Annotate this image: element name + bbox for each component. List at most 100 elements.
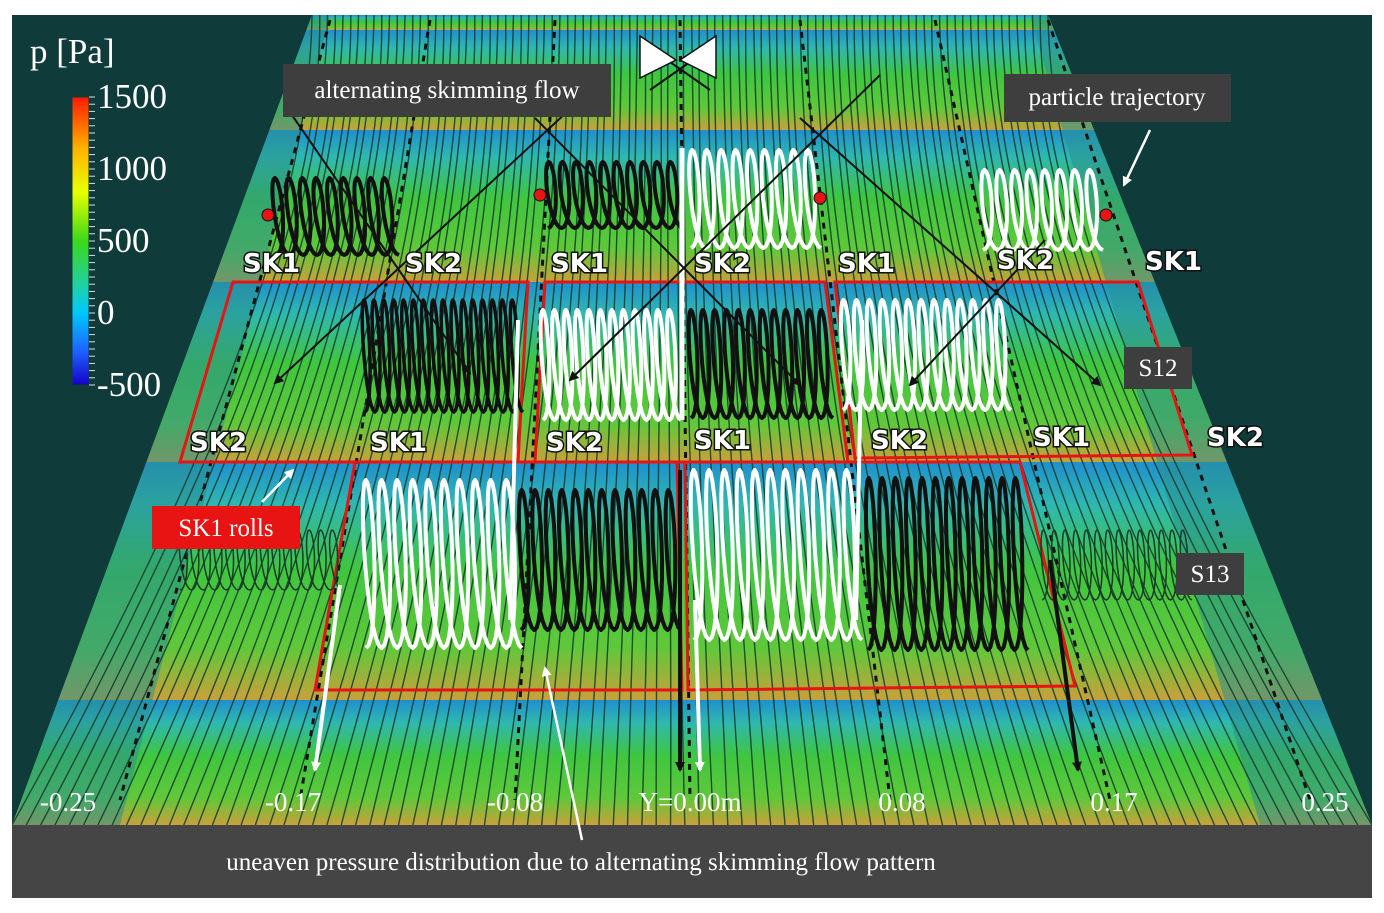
axis-tick-3: -0.08: [487, 787, 543, 817]
trajectory-coil: [360, 478, 524, 650]
streamline: [985, 15, 1259, 825]
streamline: [354, 15, 499, 825]
streamline: [776, 15, 872, 825]
streamline: [82, 15, 352, 825]
callout-rolls-pointer: [261, 468, 295, 503]
streamline: [598, 15, 631, 825]
trajectory-coil: [517, 488, 683, 632]
streamline: [269, 15, 453, 825]
trajectory-coil: [544, 160, 684, 230]
streamline: [498, 15, 577, 825]
callout-s12-box: [1124, 347, 1192, 389]
streamline: [440, 15, 546, 825]
streamline: [962, 15, 1216, 825]
streamline: [845, 15, 1001, 825]
streamline: [993, 15, 1273, 825]
colorbar-gradient: [71, 96, 90, 386]
streamline: [297, 15, 468, 825]
streamline: [426, 15, 538, 825]
colorbar-tick-0: 0: [97, 293, 115, 332]
streamline: [483, 15, 569, 825]
streamline: [311, 15, 476, 825]
streamline: [412, 15, 530, 825]
sk-label-r2-7: SK2: [1207, 423, 1264, 453]
caption-bar: [12, 825, 1372, 898]
axis-tick-1: -0.25: [40, 787, 96, 817]
streamline: [254, 15, 445, 825]
sk-label-r1-3: SK1: [551, 249, 608, 279]
trajectory-coil: [270, 176, 400, 257]
axis-tick-7: 0.25: [1301, 787, 1348, 817]
colorbar-tick-1000: 1000: [97, 149, 167, 188]
black-arrow-right: [1048, 559, 1082, 772]
streamline: [555, 15, 608, 825]
sk-label-r1-5: SK1: [838, 249, 895, 279]
streamline: [369, 15, 507, 825]
streamline: [861, 15, 1030, 825]
streamline: [721, 15, 772, 825]
white-arrow-center: [693, 599, 705, 772]
callout-rolls-box: [152, 506, 300, 549]
streamline: [938, 15, 1173, 825]
guide-line-2: [273, 71, 611, 385]
guide-line-5: [799, 117, 1102, 387]
streamline: [969, 15, 1230, 825]
guide-line-3: [534, 117, 802, 387]
streamline: [383, 15, 515, 825]
guide-line-4: [568, 74, 881, 382]
colorbar-title: p [Pa]: [30, 32, 115, 71]
callout-particle-pointer: [1122, 129, 1152, 187]
sk-label-r1-7: SK1: [1145, 247, 1202, 277]
streamline: [340, 15, 491, 825]
bowtie-symbol: [639, 34, 717, 80]
axis-tick-2: -0.17: [265, 787, 321, 817]
streamline: [876, 15, 1058, 825]
colorbar-tick-1500: 1500: [97, 77, 167, 116]
streamline: [197, 15, 414, 825]
alternating-flow-arrows: [273, 47, 1102, 387]
streamline: [946, 15, 1187, 825]
trajectory-coil: [1040, 529, 1193, 601]
streamline: [729, 15, 786, 825]
streamline: [68, 15, 344, 825]
streamline: [211, 15, 422, 825]
lateral-axis: -0.25 -0.17 -0.08 Y=0.00m 0.08 0.17 0.25: [40, 787, 1349, 817]
colorbar-tick-500: 500: [97, 221, 150, 260]
axis-tick-6: 0.17: [1090, 787, 1137, 817]
left-wall: [12, 15, 330, 825]
step-labels-row1: SK1 SK2 SK1 SK2 SK1 SK2 SK1: [242, 245, 1204, 281]
streamline: [760, 15, 844, 825]
dotted-line: [513, 19, 557, 801]
trajectory-coil: [979, 168, 1104, 252]
white-line-right: [854, 319, 864, 621]
callout-alternating: alternating skimming flow: [283, 64, 611, 117]
trajectory-coil: [864, 476, 1030, 652]
start-point-1: [261, 208, 275, 222]
callout-alternating-text: alternating skimming flow: [314, 77, 579, 104]
streamline: [655, 15, 662, 825]
streamline: [168, 15, 398, 825]
axis-tick-4: Y=0.00m: [639, 787, 742, 817]
sk-label-r1-2: SK2: [405, 249, 462, 279]
streamline: [25, 15, 321, 825]
streamline: [240, 15, 437, 825]
callout-rolls: SK1 rolls: [152, 468, 300, 549]
callout-s13-text: S13: [1191, 561, 1230, 588]
streamline: [111, 15, 367, 825]
streamline: [125, 15, 375, 825]
guide-line-1: [284, 104, 472, 375]
trajectory-coil: [538, 308, 683, 422]
sk-label-r2-1: SK2: [190, 428, 247, 458]
streamline: [713, 15, 758, 825]
downstream-arrows: [311, 319, 1082, 772]
callout-s13-box: [1176, 553, 1244, 595]
particle-trajectories: [178, 148, 1193, 652]
callout-s12-text: S12: [1139, 355, 1178, 382]
guide-line-6: [908, 239, 1046, 387]
caption-pointer: [541, 666, 584, 841]
streamline: [226, 15, 429, 825]
sk-label-r2-2: SK1: [370, 428, 427, 458]
callout-alternating-box: [283, 64, 611, 117]
white-line-mid: [508, 319, 520, 621]
streamline: [469, 15, 561, 825]
